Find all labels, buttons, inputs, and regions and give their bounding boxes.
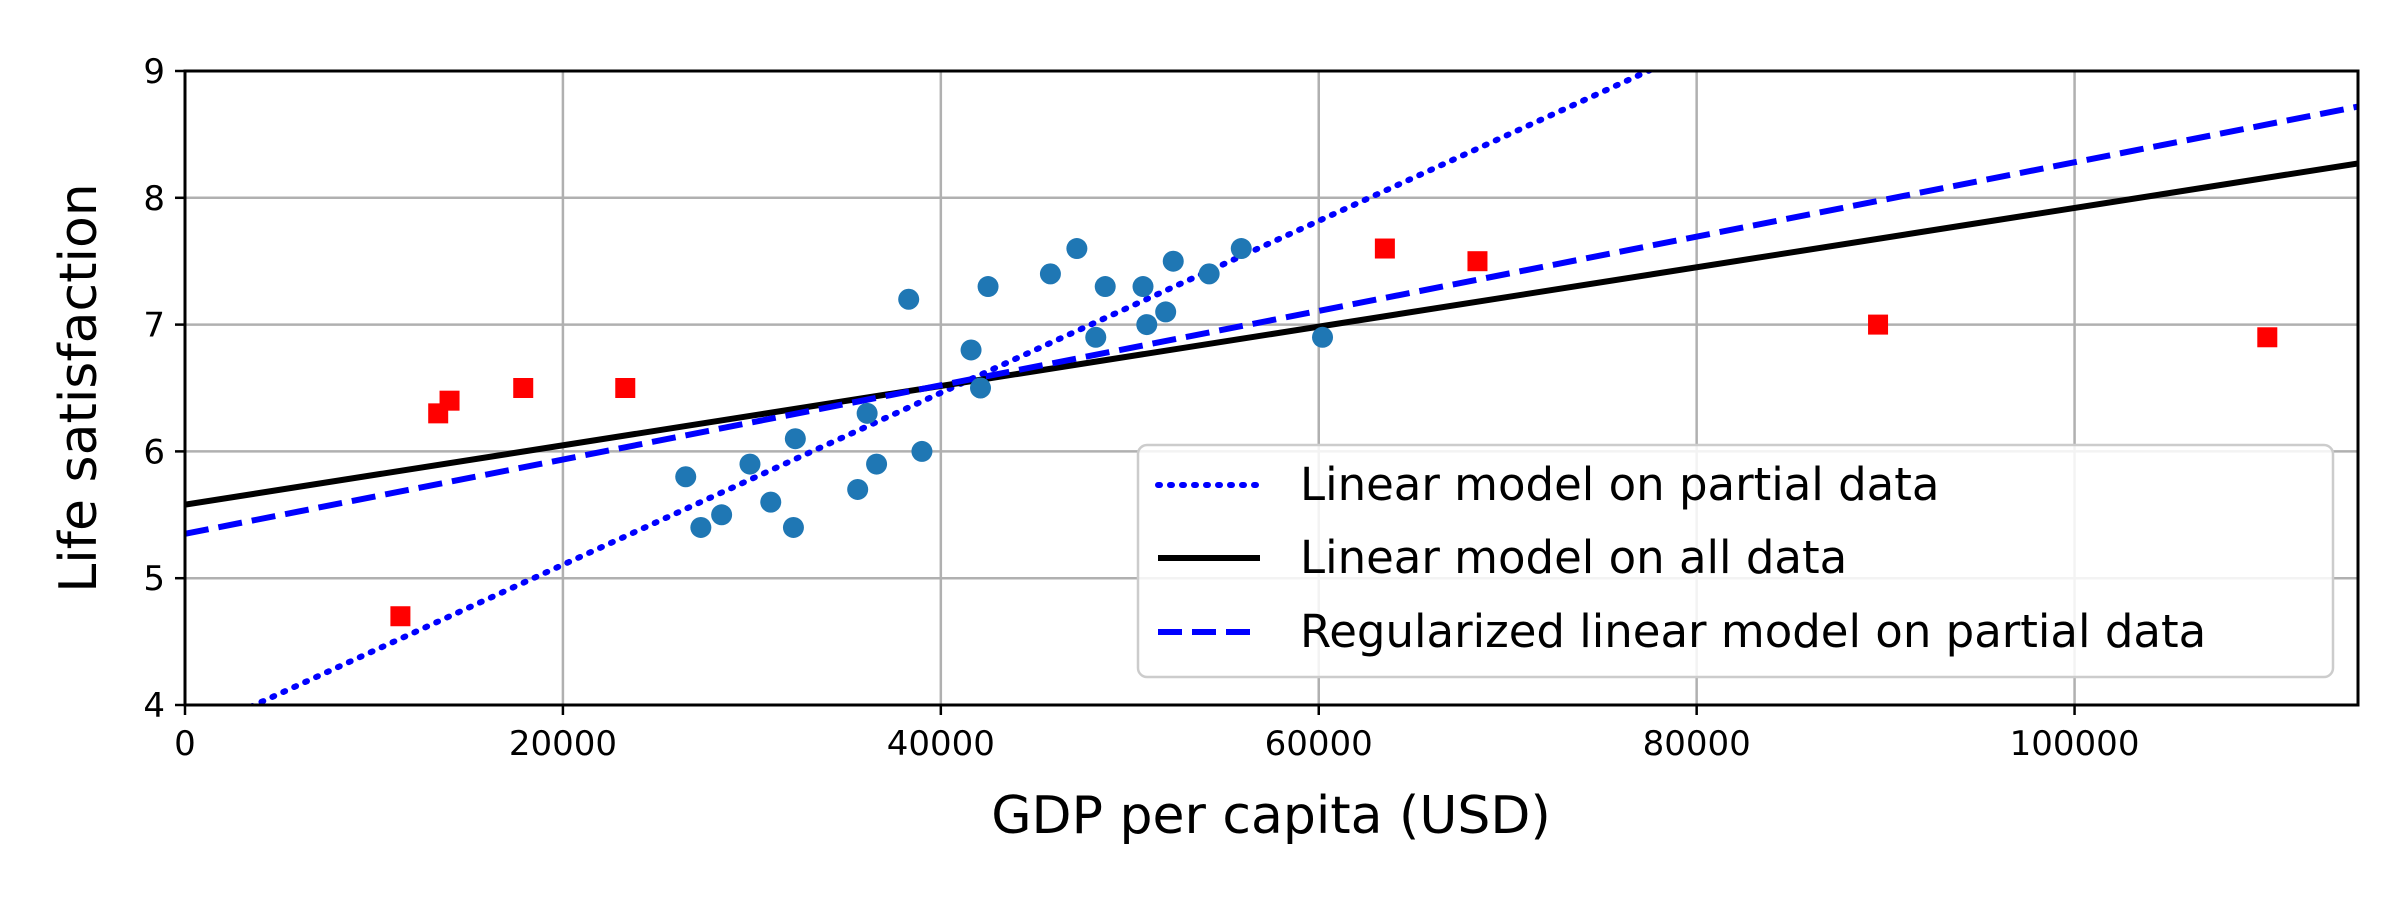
data-point-circle (739, 453, 761, 475)
data-point-square (1467, 251, 1488, 272)
data-point-circle (760, 491, 782, 513)
y-tick-label: 8 (143, 179, 165, 219)
legend: Linear model on partial data Linear mode… (1136, 443, 2335, 679)
regression-line-solid (185, 160, 2358, 508)
data-point-circle (1155, 301, 1177, 323)
data-point-circle (1066, 238, 1088, 260)
plot-frame (183, 69, 2360, 707)
x-tick-label: 40000 (887, 724, 995, 764)
scatter-points (390, 238, 2278, 627)
x-tick-label: 60000 (1265, 724, 1373, 764)
regression-line-dotted (247, 71, 1656, 705)
y-tick-label: 4 (143, 686, 165, 726)
data-point-square (439, 390, 460, 411)
data-point-circle (911, 440, 933, 462)
data-point-square (390, 606, 411, 627)
y-tick-label: 7 (143, 306, 165, 346)
x-tick-label: 80000 (1643, 724, 1751, 764)
x-tick-label: 0 (174, 724, 196, 764)
y-axis-label: Life satisfaction (49, 183, 109, 593)
data-point-circle (1085, 326, 1107, 348)
data-point-circle (1312, 326, 1334, 348)
regression-line-dashed (185, 103, 2358, 537)
data-point-circle (675, 466, 697, 488)
x-axis-label: GDP per capita (USD) (991, 786, 1551, 846)
regression-lines (185, 71, 2358, 705)
x-tick-label: 100000 (2010, 724, 2140, 764)
data-point-circle (866, 453, 888, 475)
legend-box (1136, 443, 2335, 679)
data-point-circle (1094, 276, 1116, 298)
data-point-square (1374, 238, 1395, 259)
data-point-circle (1162, 250, 1184, 272)
data-point-square (513, 378, 534, 398)
axis-ticks: 0 20000 40000 60000 80000 100000 4 5 6 7 8 9 (143, 52, 2139, 764)
data-point-circle (970, 377, 992, 399)
y-tick-label: 6 (143, 432, 165, 472)
data-point-circle (784, 428, 806, 450)
data-point-circle (711, 504, 733, 526)
data-point-circle (1136, 314, 1158, 336)
y-tick-label: 5 (143, 559, 165, 599)
data-point-circle (1230, 238, 1252, 260)
legend-label-regularized: Regularized linear model on partial data (1300, 605, 2206, 658)
data-point-circle (1198, 263, 1220, 285)
legend-label-all: Linear model on all data (1300, 531, 1847, 584)
legend-label-partial: Linear model on partial data (1300, 458, 1939, 511)
data-point-square (2257, 327, 2278, 348)
data-point-circle (898, 288, 920, 310)
data-point-circle (960, 339, 982, 361)
data-point-circle (977, 276, 999, 298)
data-point-circle (847, 478, 869, 500)
data-point-circle (1132, 276, 1154, 298)
data-point-square (1868, 314, 1889, 335)
data-point-circle (782, 516, 804, 538)
data-point-circle (690, 516, 712, 538)
data-point-circle (856, 402, 878, 424)
data-point-circle (1039, 263, 1061, 285)
data-point-square (615, 378, 636, 398)
x-tick-label: 20000 (509, 724, 617, 764)
y-tick-label: 9 (143, 52, 165, 92)
